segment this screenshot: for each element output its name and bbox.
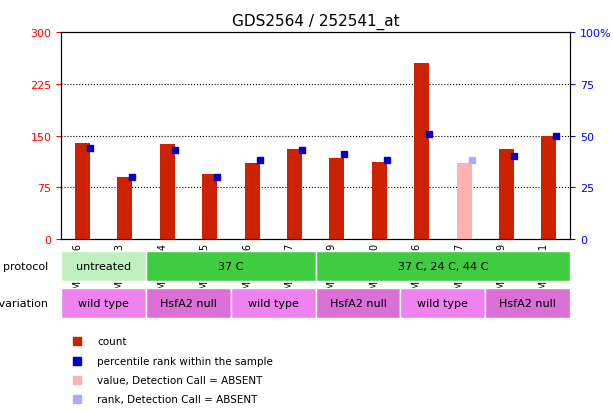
Text: HsfA2 null: HsfA2 null [499, 299, 556, 309]
Bar [329, 158, 345, 240]
FancyBboxPatch shape [146, 252, 316, 281]
Bar [118, 178, 132, 240]
FancyBboxPatch shape [61, 289, 146, 318]
Text: rank, Detection Call = ABSENT: rank, Detection Call = ABSENT [97, 394, 257, 404]
Text: percentile rank within the sample: percentile rank within the sample [97, 356, 273, 366]
Bar [457, 164, 471, 240]
Bar [160, 145, 175, 240]
Text: wild type: wild type [417, 299, 468, 309]
Text: wild type: wild type [248, 299, 299, 309]
FancyBboxPatch shape [231, 289, 316, 318]
FancyBboxPatch shape [400, 289, 485, 318]
Bar [245, 164, 259, 240]
Text: untreated: untreated [76, 261, 131, 271]
Title: GDS2564 / 252541_at: GDS2564 / 252541_at [232, 14, 400, 30]
FancyBboxPatch shape [61, 252, 146, 281]
Bar [202, 174, 217, 240]
Bar [372, 162, 387, 240]
FancyBboxPatch shape [316, 289, 400, 318]
Bar [287, 150, 302, 240]
Text: 37 C, 24 C, 44 C: 37 C, 24 C, 44 C [398, 261, 488, 271]
Text: wild type: wild type [78, 299, 129, 309]
Text: HsfA2 null: HsfA2 null [330, 299, 387, 309]
FancyBboxPatch shape [485, 289, 570, 318]
Text: genotype/variation: genotype/variation [0, 299, 48, 309]
FancyBboxPatch shape [146, 289, 231, 318]
Text: 37 C: 37 C [218, 261, 243, 271]
Bar [75, 143, 90, 240]
Text: protocol: protocol [3, 261, 48, 271]
FancyBboxPatch shape [316, 252, 570, 281]
Text: value, Detection Call = ABSENT: value, Detection Call = ABSENT [97, 375, 262, 385]
Bar [541, 136, 557, 240]
Bar [414, 64, 429, 240]
Bar [499, 150, 514, 240]
Text: HsfA2 null: HsfA2 null [160, 299, 217, 309]
Text: count: count [97, 336, 126, 346]
